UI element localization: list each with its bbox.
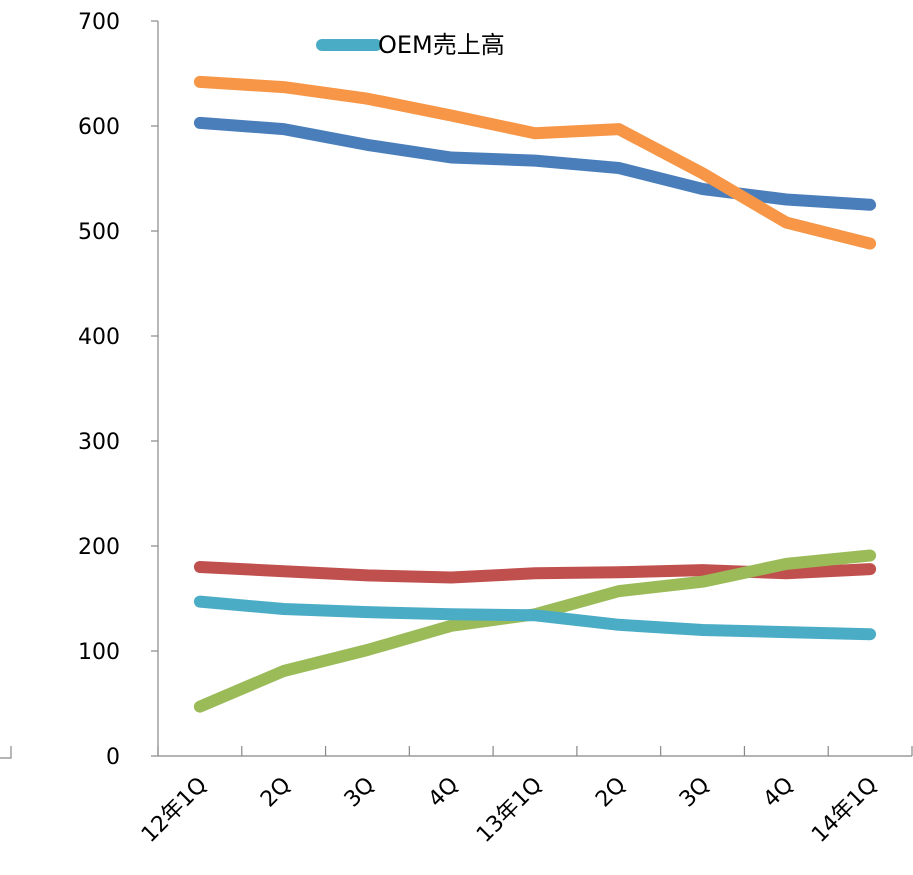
- y-tick-label: 400: [78, 325, 120, 350]
- x-tick-label: 4Q: [759, 773, 799, 813]
- y-tick-label: 300: [78, 430, 120, 455]
- x-tick-label: 12年1Q: [137, 773, 212, 848]
- y-tick-label: 200: [78, 535, 120, 560]
- legend: OEM売上高: [316, 31, 505, 59]
- x-tick-label: 2Q: [256, 773, 296, 813]
- y-tick-label: 100: [78, 640, 120, 665]
- legend-label: OEM売上高: [378, 31, 505, 59]
- series-layer: [193, 75, 877, 713]
- series-line-0: [193, 116, 877, 211]
- y-tick-label: 700: [78, 10, 120, 35]
- series-line-4: [193, 595, 877, 641]
- series-line-1: [193, 75, 877, 250]
- corner-mark: [0, 746, 12, 759]
- x-tick-label: 4Q: [424, 773, 464, 813]
- x-tick-label: 2Q: [591, 773, 631, 813]
- y-tick-label: 500: [78, 220, 120, 245]
- y-tick-label: 0: [106, 745, 120, 770]
- x-tick-label: 3Q: [340, 773, 380, 813]
- x-tick-label: 13年1Q: [472, 773, 547, 848]
- x-tick-label: 3Q: [675, 773, 715, 813]
- y-tick-label: 600: [78, 115, 120, 140]
- x-tick-label: 14年1Q: [807, 773, 882, 848]
